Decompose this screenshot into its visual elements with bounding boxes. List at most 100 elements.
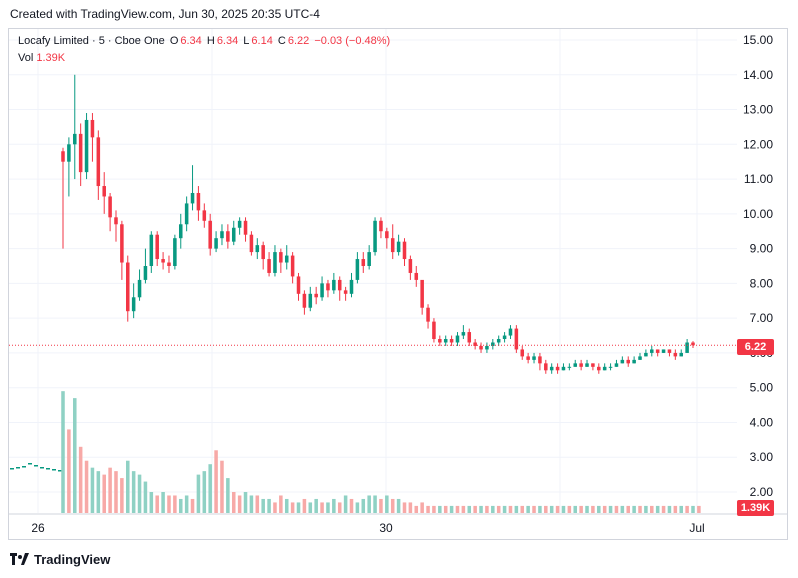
candle-body [178,224,183,239]
last-volume-tag: 1.39K [737,500,774,516]
candle-body [455,335,460,343]
y-tick-label: 8.00 [750,276,774,290]
candle-body [667,349,672,353]
candle-body [567,366,572,368]
candle-body [473,342,477,346]
candle-body [467,332,472,343]
volume-bar [208,464,212,513]
volume-bar [420,502,424,513]
volume-bar [661,505,666,513]
volume-bar [620,505,625,513]
volume-bar [296,502,301,513]
volume-bar [479,505,483,513]
volume-bar [561,505,566,513]
volume-bar [379,498,383,513]
volume-bar [396,498,401,513]
candle-body [573,363,578,367]
volume-bar [279,495,283,513]
candle-body [337,279,342,291]
legend: Locafy Limited · 5 · Cboe One O 6.34 H 6.3… [18,35,392,47]
volume-bar [349,498,354,513]
volume-bar [367,495,371,513]
candle-body [679,352,683,357]
volume-bar [190,498,195,513]
legend-low-value: 6.14 [251,35,273,47]
volume-bar [385,495,389,513]
candle-body [155,234,159,260]
candle-body [661,349,666,353]
candle-body [514,328,519,350]
candle-body [249,234,254,253]
volume-bar [143,481,148,513]
y-tick-label: 12.00 [743,137,773,151]
x-tick-label: 26 [31,521,45,535]
candle-body [632,359,636,364]
volume-bar [373,495,377,513]
volume-bar [167,495,171,513]
volume-bar [579,505,583,513]
y-tick-label: 14.00 [743,68,773,82]
y-tick-label: 4.00 [750,415,774,429]
x-tick-label: 30 [379,521,393,535]
candle-body [655,349,660,353]
candle-body [255,245,260,253]
candle-body [149,234,154,266]
volume-bar [90,467,95,513]
y-tick-label: 9.00 [750,242,774,256]
volume-value: 1.39K [36,52,66,64]
volume-bar [655,505,660,513]
candle-body [214,238,218,249]
legend-close-label: C [277,35,286,47]
footer-branding: TradingView [10,552,110,567]
y-tick-label: 5.00 [750,381,774,395]
volume-bar [697,505,701,513]
legend-low-label: L [243,35,250,47]
candle-body [479,345,483,350]
volume-bar [273,502,277,513]
candle-body [555,366,560,371]
candle-body [161,259,165,263]
volume-bar [390,498,395,513]
candle-body [196,192,201,211]
candle-body [96,137,101,187]
volume-bar [184,495,189,513]
volume-bar [602,505,607,513]
candle-body [579,363,583,367]
candle-body [638,356,642,360]
volume-label: Vol [18,52,34,64]
candle-body [261,245,265,260]
candle-body [296,276,301,294]
candle-body [373,220,377,253]
premarket-tick [40,467,44,469]
candle-body [349,279,354,294]
legend-symbol: Locafy Limited · 5 · Cboe One [18,35,165,47]
candle-body [414,272,419,280]
y-tick-label: 2.00 [750,485,774,499]
candle-body [443,339,448,343]
volume-bar [290,502,295,513]
candle-body [102,186,106,197]
candle-body [426,307,430,322]
candle-body [602,366,607,371]
volume-bar [455,505,460,513]
volume-bar [514,505,519,513]
candle-body [402,241,407,260]
volume-bar [149,492,154,513]
candle-body [532,356,536,360]
premarket-tick [16,467,20,469]
candle-body [267,259,271,273]
volume-bar [261,498,265,513]
candle-body [367,252,371,266]
candle-body [461,332,466,336]
candle-body [173,238,177,266]
candle-body [544,363,548,371]
candle-body [226,231,230,242]
candle-body [549,366,554,371]
volume-bar [284,498,289,513]
y-tick-label: 3.00 [750,450,774,464]
volume-bar [78,446,83,513]
candle-body [126,262,130,312]
volume-bar [538,505,542,513]
premarket-tick [52,469,56,471]
legend-change: −0.03 (−0.48%) [314,35,391,47]
